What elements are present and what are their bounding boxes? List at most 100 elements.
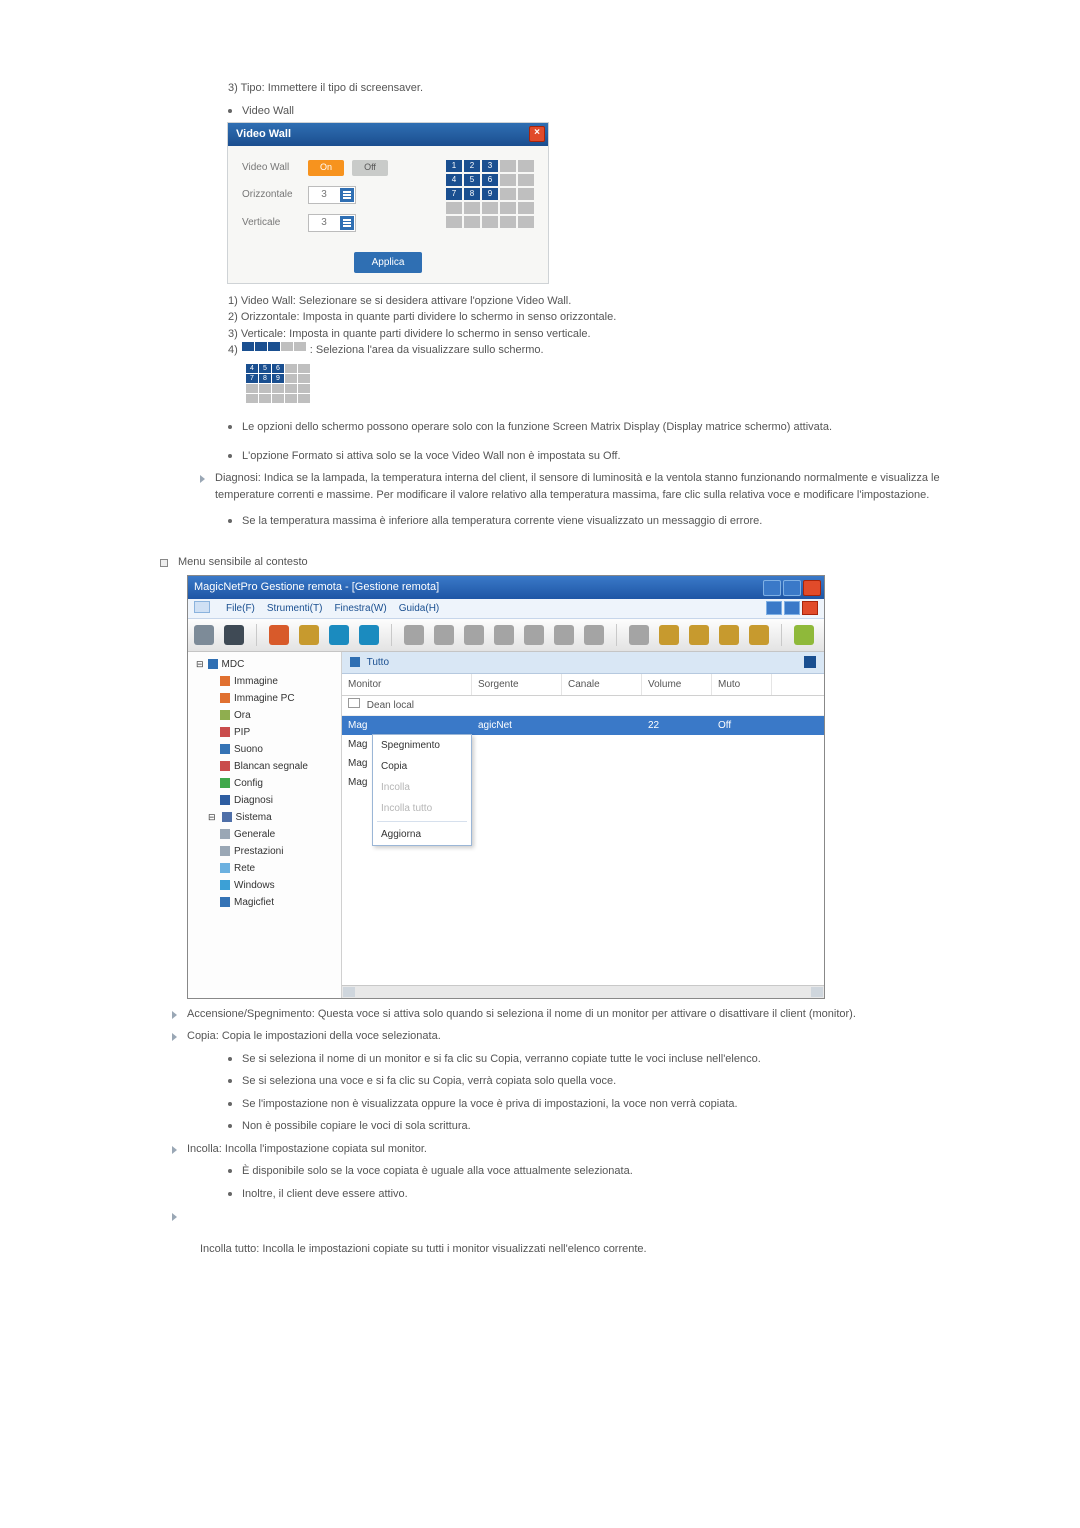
- minimize-icon[interactable]: [763, 580, 781, 596]
- wall-cell-active[interactable]: 7: [446, 188, 462, 200]
- toolbar-icon[interactable]: [269, 625, 289, 645]
- tree-item[interactable]: Prestazioni: [192, 843, 337, 860]
- toolbar-icon[interactable]: [404, 625, 424, 645]
- wall-cell-active[interactable]: 5: [464, 174, 480, 186]
- menu-bar[interactable]: File(F) Strumenti(T) Finestra(W) Guida(H): [188, 599, 824, 619]
- column-header[interactable]: Volume: [642, 674, 712, 695]
- post-accensione: Accensione/Spegnimento: Questa voce si a…: [172, 1006, 960, 1023]
- wall-cell[interactable]: [446, 202, 462, 214]
- wall-cell-active[interactable]: 6: [482, 174, 498, 186]
- wall-cell-active[interactable]: 3: [482, 160, 498, 172]
- toolbar-icon[interactable]: [329, 625, 349, 645]
- apply-button[interactable]: Applica: [354, 252, 423, 273]
- tree-item[interactable]: Config: [192, 775, 337, 792]
- toolbar-icon[interactable]: [659, 625, 679, 645]
- stepper-icon[interactable]: [340, 188, 354, 202]
- restore-icon[interactable]: [784, 601, 800, 615]
- wall-cell-active[interactable]: 1: [446, 160, 462, 172]
- close-icon[interactable]: [802, 601, 818, 615]
- tree-item[interactable]: Blancan segnale: [192, 758, 337, 775]
- wall-cell-active[interactable]: 2: [464, 160, 480, 172]
- wall-cell[interactable]: [464, 216, 480, 228]
- menu-item[interactable]: Strumenti(T): [267, 601, 323, 616]
- toolbar-icon[interactable]: [224, 625, 244, 645]
- wall-cell-active[interactable]: 9: [482, 188, 498, 200]
- context-menu-item[interactable]: Aggiorna: [373, 824, 471, 845]
- menu-item[interactable]: File(F): [226, 601, 255, 616]
- tree-item[interactable]: Ora: [192, 707, 337, 724]
- column-header[interactable]: Muto: [712, 674, 772, 695]
- scroll-left-icon[interactable]: [343, 987, 355, 997]
- tree-item[interactable]: Immagine PC: [192, 690, 337, 707]
- minimize-icon[interactable]: [766, 601, 782, 615]
- wall-cell[interactable]: [500, 174, 516, 186]
- wall-cell[interactable]: [446, 216, 462, 228]
- menu-item[interactable]: Guida(H): [399, 601, 440, 616]
- toolbar[interactable]: [188, 619, 824, 652]
- wall-selector-grid[interactable]: 123 456 789: [446, 160, 534, 242]
- toolbar-icon[interactable]: [434, 625, 454, 645]
- toolbar-icon[interactable]: [194, 625, 214, 645]
- wall-cell[interactable]: [500, 160, 516, 172]
- wall-cell[interactable]: [482, 216, 498, 228]
- tree-item[interactable]: Rete: [192, 860, 337, 877]
- scroll-right-icon[interactable]: [811, 987, 823, 997]
- wall-cell[interactable]: [500, 188, 516, 200]
- context-menu-heading: Menu sensibile al contesto: [160, 554, 960, 571]
- context-menu-item[interactable]: Spegnimento: [373, 735, 471, 756]
- toolbar-icon[interactable]: [359, 625, 379, 645]
- column-header[interactable]: Monitor: [342, 674, 472, 695]
- wall-cell[interactable]: [518, 216, 534, 228]
- wall-cell[interactable]: [464, 202, 480, 214]
- wall-cell[interactable]: [518, 160, 534, 172]
- tab-action-icon[interactable]: [804, 656, 816, 668]
- column-header[interactable]: Sorgente: [472, 674, 562, 695]
- menu-item[interactable]: Finestra(W): [334, 601, 386, 616]
- toolbar-icon[interactable]: [689, 625, 709, 645]
- close-icon[interactable]: [803, 580, 821, 596]
- maximize-icon[interactable]: [783, 580, 801, 596]
- vertical-stepper[interactable]: 3: [308, 214, 356, 232]
- tree-item[interactable]: Magicfiet: [192, 894, 337, 911]
- toolbar-icon[interactable]: [464, 625, 484, 645]
- tree-item[interactable]: PIP: [192, 724, 337, 741]
- horizontal-stepper[interactable]: 3: [308, 186, 356, 204]
- on-button[interactable]: On: [308, 160, 344, 176]
- toolbar-icon[interactable]: [719, 625, 739, 645]
- wall-cell-active[interactable]: 4: [446, 174, 462, 186]
- wall-cell[interactable]: [482, 202, 498, 214]
- close-icon[interactable]: ×: [529, 126, 545, 142]
- toolbar-icon[interactable]: [584, 625, 604, 645]
- tree-item[interactable]: Suono: [192, 741, 337, 758]
- stepper-icon[interactable]: [340, 216, 354, 230]
- toolbar-icon[interactable]: [554, 625, 574, 645]
- horizontal-scrollbar[interactable]: [342, 985, 824, 998]
- tree-item[interactable]: Generale: [192, 826, 337, 843]
- wall-cell[interactable]: [518, 188, 534, 200]
- mini-grid-icon: [242, 342, 306, 351]
- off-button[interactable]: Off: [352, 160, 388, 176]
- toolbar-icon[interactable]: [524, 625, 544, 645]
- tree-panel[interactable]: ⊟ MDCImmagineImmagine PCOraPIPSuonoBlanc…: [188, 652, 342, 998]
- toolbar-icon[interactable]: [629, 625, 649, 645]
- tree-item[interactable]: Immagine: [192, 673, 337, 690]
- wall-cell[interactable]: [518, 174, 534, 186]
- table-row[interactable]: MagagicNet22Off: [342, 716, 824, 735]
- wall-cell[interactable]: [500, 216, 516, 228]
- wall-cell[interactable]: [500, 202, 516, 214]
- toolbar-icon[interactable]: [494, 625, 514, 645]
- wall-cell-active[interactable]: 8: [464, 188, 480, 200]
- wall-cell[interactable]: [518, 202, 534, 214]
- rows-area[interactable]: MagagicNet22OffMagMagMagSpegnimentoCopia…: [342, 716, 824, 985]
- tree-root[interactable]: ⊟ MDC: [192, 656, 337, 673]
- tree-item[interactable]: Windows: [192, 877, 337, 894]
- tree-item[interactable]: Diagnosi: [192, 792, 337, 809]
- toolbar-icon[interactable]: [299, 625, 319, 645]
- context-menu-item[interactable]: Copia: [373, 756, 471, 777]
- toolbar-icon[interactable]: [794, 625, 814, 645]
- tree-item[interactable]: ⊟Sistema: [192, 809, 337, 826]
- column-header[interactable]: Canale: [562, 674, 642, 695]
- tab-bar[interactable]: Tutto: [342, 652, 824, 674]
- page: 3) Tipo: Immettere il tipo di screensave…: [0, 0, 1080, 1338]
- toolbar-icon[interactable]: [749, 625, 769, 645]
